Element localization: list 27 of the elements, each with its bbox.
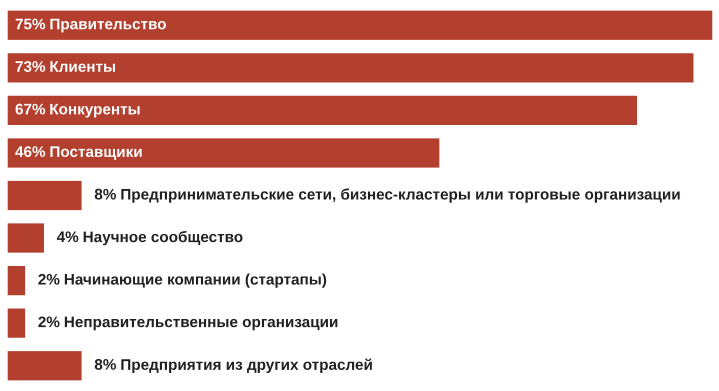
bar	[7, 179, 83, 212]
y-tick-label: Неправительственные организации	[64, 316, 338, 330]
bar	[7, 350, 83, 382]
bar	[7, 307, 27, 340]
data-label: 8%	[94, 188, 116, 200]
data-label: 8%	[94, 359, 116, 370]
bar	[7, 136, 441, 169]
data-label: 46%	[15, 146, 46, 158]
bar	[7, 94, 638, 126]
data-label: 75%	[16, 18, 46, 30]
bar	[7, 222, 46, 254]
y-tick-label: Научное сообщество	[84, 230, 243, 246]
y-tick-label: Предприятия из других отраслей	[121, 358, 372, 373]
data-label: 2%	[38, 316, 60, 328]
data-label: 67%	[16, 104, 46, 114]
y-tick-label: Начинающие компании (стартапы)	[64, 273, 326, 288]
data-label: 4%	[56, 231, 78, 242]
bar	[7, 52, 695, 84]
bar	[7, 9, 713, 42]
y-tick-label: Поставщики	[50, 146, 142, 160]
y-tick-label: Предпринимательские сети, бизнес-кластеры или торговые организации	[121, 188, 680, 203]
y-tick-label: Клиенты	[50, 61, 115, 72]
data-label: 73%	[16, 61, 46, 72]
data-label: 2%	[38, 274, 60, 285]
bar	[7, 264, 27, 297]
y-tick-label: Правительство	[50, 18, 166, 32]
y-tick-label: Конкуренты	[50, 104, 140, 118]
